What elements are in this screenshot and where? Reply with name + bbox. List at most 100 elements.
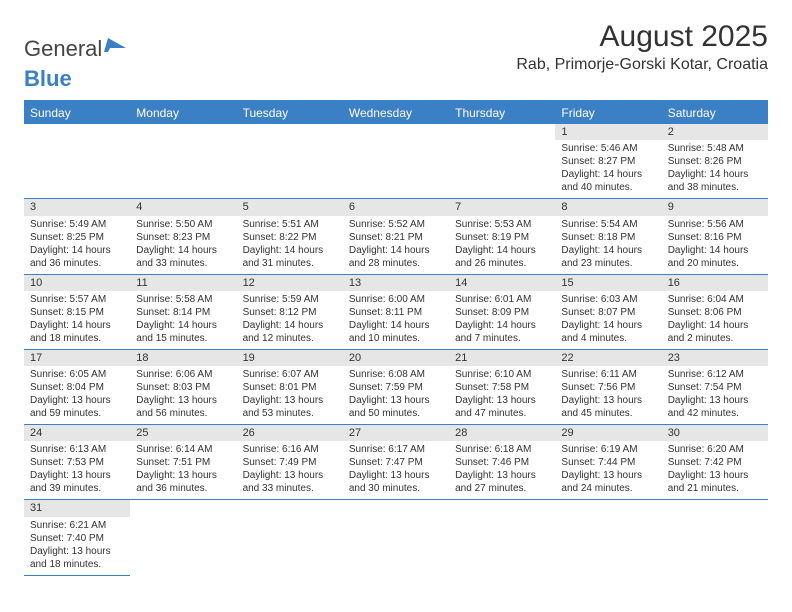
- sunset-text: Sunset: 7:59 PM: [349, 381, 443, 394]
- calendar-row: 3Sunrise: 5:49 AMSunset: 8:25 PMDaylight…: [24, 199, 768, 274]
- day-number: 23: [662, 350, 768, 366]
- calendar-cell: 26Sunrise: 6:16 AMSunset: 7:49 PMDayligh…: [237, 425, 343, 500]
- daylight-text: and 42 minutes.: [668, 407, 762, 420]
- day-number: 31: [24, 500, 130, 516]
- day-number: 26: [237, 425, 343, 441]
- day-number: 27: [343, 425, 449, 441]
- daylight-text: Daylight: 13 hours: [30, 394, 124, 407]
- day-number: 20: [343, 350, 449, 366]
- day-number: 2: [662, 124, 768, 140]
- sunset-text: Sunset: 8:04 PM: [30, 381, 124, 394]
- daylight-text: Daylight: 13 hours: [243, 469, 337, 482]
- daylight-text: and 36 minutes.: [30, 257, 124, 270]
- daylight-text: and 40 minutes.: [561, 181, 655, 194]
- day-content: Sunrise: 5:48 AMSunset: 8:26 PMDaylight:…: [662, 140, 768, 198]
- day-content: Sunrise: 5:59 AMSunset: 8:12 PMDaylight:…: [237, 291, 343, 349]
- daylight-text: Daylight: 14 hours: [668, 168, 762, 181]
- day-number: 4: [130, 199, 236, 215]
- sunset-text: Sunset: 8:22 PM: [243, 231, 337, 244]
- sunset-text: Sunset: 7:49 PM: [243, 456, 337, 469]
- sunset-text: Sunset: 8:15 PM: [30, 306, 124, 319]
- daylight-text: Daylight: 14 hours: [30, 319, 124, 332]
- calendar-cell: [662, 500, 768, 575]
- day-content: Sunrise: 6:17 AMSunset: 7:47 PMDaylight:…: [343, 441, 449, 499]
- day-content: Sunrise: 5:54 AMSunset: 8:18 PMDaylight:…: [555, 216, 661, 274]
- daylight-text: Daylight: 14 hours: [668, 319, 762, 332]
- weekday-header: Saturday: [662, 102, 768, 124]
- calendar-cell: [130, 124, 236, 199]
- day-number: 22: [555, 350, 661, 366]
- daylight-text: and 26 minutes.: [455, 257, 549, 270]
- day-number: 5: [237, 199, 343, 215]
- day-content: Sunrise: 5:56 AMSunset: 8:16 PMDaylight:…: [662, 216, 768, 274]
- day-number: 9: [662, 199, 768, 215]
- daylight-text: Daylight: 13 hours: [30, 469, 124, 482]
- calendar-cell: 4Sunrise: 5:50 AMSunset: 8:23 PMDaylight…: [130, 199, 236, 274]
- calendar-cell: [449, 124, 555, 199]
- calendar-cell: [237, 500, 343, 575]
- day-content: Sunrise: 6:01 AMSunset: 8:09 PMDaylight:…: [449, 291, 555, 349]
- day-number: 14: [449, 275, 555, 291]
- daylight-text: and 50 minutes.: [349, 407, 443, 420]
- daylight-text: Daylight: 13 hours: [455, 394, 549, 407]
- day-content: Sunrise: 5:57 AMSunset: 8:15 PMDaylight:…: [24, 291, 130, 349]
- daylight-text: Daylight: 14 hours: [30, 244, 124, 257]
- daylight-text: Daylight: 13 hours: [668, 469, 762, 482]
- calendar-cell: 19Sunrise: 6:07 AMSunset: 8:01 PMDayligh…: [237, 349, 343, 424]
- calendar-cell: 22Sunrise: 6:11 AMSunset: 7:56 PMDayligh…: [555, 349, 661, 424]
- daylight-text: Daylight: 13 hours: [561, 469, 655, 482]
- daylight-text: Daylight: 14 hours: [136, 244, 230, 257]
- calendar-cell: 28Sunrise: 6:18 AMSunset: 7:46 PMDayligh…: [449, 425, 555, 500]
- sunset-text: Sunset: 8:11 PM: [349, 306, 443, 319]
- sunset-text: Sunset: 7:42 PM: [668, 456, 762, 469]
- daylight-text: Daylight: 14 hours: [561, 168, 655, 181]
- day-content: Sunrise: 6:16 AMSunset: 7:49 PMDaylight:…: [237, 441, 343, 499]
- daylight-text: Daylight: 13 hours: [136, 469, 230, 482]
- calendar-cell: 23Sunrise: 6:12 AMSunset: 7:54 PMDayligh…: [662, 349, 768, 424]
- weekday-header-row: Sunday Monday Tuesday Wednesday Thursday…: [24, 102, 768, 124]
- day-content: Sunrise: 6:08 AMSunset: 7:59 PMDaylight:…: [343, 366, 449, 424]
- calendar-cell: 13 Sunrise: 6:00 AMSunset: 8:11 PMDayligh…: [343, 274, 449, 349]
- sunrise-text: Sunrise: 5:56 AM: [668, 218, 762, 231]
- daylight-text: and 20 minutes.: [668, 257, 762, 270]
- daylight-text: and 4 minutes.: [561, 332, 655, 345]
- day-number: 12: [237, 275, 343, 291]
- daylight-text: Daylight: 13 hours: [349, 394, 443, 407]
- day-number: 28: [449, 425, 555, 441]
- daylight-text: and 30 minutes.: [349, 482, 443, 495]
- sunset-text: Sunset: 8:21 PM: [349, 231, 443, 244]
- day-number: 8: [555, 199, 661, 215]
- calendar-cell: 10Sunrise: 5:57 AMSunset: 8:15 PMDayligh…: [24, 274, 130, 349]
- day-number: 13: [343, 275, 449, 291]
- header: GeneralBlue August 2025 Rab, Primorje-Go…: [24, 20, 768, 92]
- sunset-text: Sunset: 8:26 PM: [668, 155, 762, 168]
- sunrise-text: Sunrise: 6:00 AM: [349, 293, 443, 306]
- daylight-text: and 27 minutes.: [455, 482, 549, 495]
- day-number: 30: [662, 425, 768, 441]
- calendar-row: 1Sunrise: 5:46 AMSunset: 8:27 PMDaylight…: [24, 124, 768, 199]
- daylight-text: and 18 minutes.: [30, 558, 124, 571]
- day-content: Sunrise: 6:10 AMSunset: 7:58 PMDaylight:…: [449, 366, 555, 424]
- daylight-text: and 56 minutes.: [136, 407, 230, 420]
- sunrise-text: Sunrise: 6:17 AM: [349, 443, 443, 456]
- sunset-text: Sunset: 8:18 PM: [561, 231, 655, 244]
- daylight-text: and 28 minutes.: [349, 257, 443, 270]
- day-content: Sunrise: 6:18 AMSunset: 7:46 PMDaylight:…: [449, 441, 555, 499]
- daylight-text: Daylight: 14 hours: [349, 319, 443, 332]
- sunset-text: Sunset: 7:54 PM: [668, 381, 762, 394]
- calendar-cell: 2Sunrise: 5:48 AMSunset: 8:26 PMDaylight…: [662, 124, 768, 199]
- sunset-text: Sunset: 7:58 PM: [455, 381, 549, 394]
- sunrise-text: Sunrise: 6:21 AM: [30, 519, 124, 532]
- calendar-cell: [449, 500, 555, 575]
- day-number: 17: [24, 350, 130, 366]
- daylight-text: Daylight: 13 hours: [561, 394, 655, 407]
- day-number: 21: [449, 350, 555, 366]
- day-number: 3: [24, 199, 130, 215]
- sunrise-text: Sunrise: 5:54 AM: [561, 218, 655, 231]
- day-content: Sunrise: 5:46 AMSunset: 8:27 PMDaylight:…: [555, 140, 661, 198]
- daylight-text: and 38 minutes.: [668, 181, 762, 194]
- calendar-cell: [130, 500, 236, 575]
- weekday-header: Tuesday: [237, 102, 343, 124]
- calendar-cell: 20Sunrise: 6:08 AMSunset: 7:59 PMDayligh…: [343, 349, 449, 424]
- sunrise-text: Sunrise: 6:14 AM: [136, 443, 230, 456]
